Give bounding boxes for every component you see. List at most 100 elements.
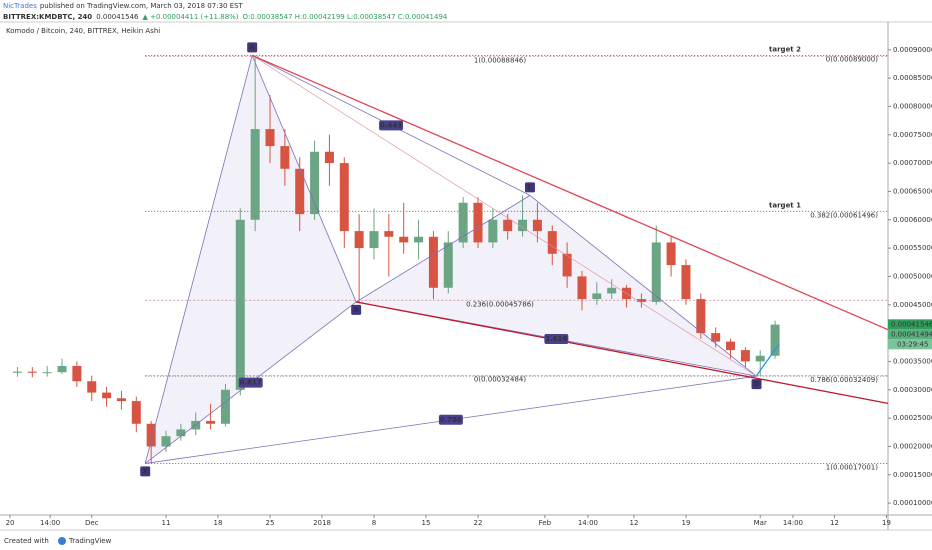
candle-body — [250, 129, 260, 220]
footer-brand: TradingView — [68, 537, 112, 545]
footer-created: Created with — [4, 537, 49, 545]
point-label: C — [527, 183, 532, 191]
candle-body — [57, 365, 67, 373]
fib-label: 1(0.00088846) — [474, 56, 526, 64]
candle-body — [27, 371, 37, 373]
x-tick-label: 19 — [882, 519, 891, 527]
candle-body — [161, 436, 171, 447]
target-label: target 2 — [769, 45, 801, 53]
candle-body — [235, 219, 245, 390]
x-tick-label: 12 — [630, 519, 639, 527]
candle-body — [458, 202, 468, 243]
candle-body — [399, 236, 409, 243]
y-tick-label: 0.00065000 — [893, 187, 932, 195]
candle-body — [503, 219, 513, 232]
y-tick-label: 0.00085000 — [893, 74, 932, 82]
author: NicTrades — [3, 2, 37, 10]
candle-body — [711, 333, 721, 342]
trend-line — [755, 344, 780, 376]
candle-body — [414, 236, 424, 243]
candle-body — [532, 219, 542, 232]
candle-body — [116, 398, 126, 402]
candle-body — [770, 324, 780, 356]
candle-body — [547, 231, 557, 254]
candle-body — [755, 355, 765, 362]
published: published on TradingView.com, March 03, … — [40, 2, 244, 10]
y-tick-label: 0.00015000 — [893, 471, 932, 479]
header-line-1: NicTrades published on TradingView.com, M… — [3, 2, 244, 10]
point-box — [247, 42, 258, 53]
point-box — [524, 182, 535, 193]
candle-body — [206, 420, 216, 424]
candle-body — [310, 151, 320, 215]
y-tick-label: 0.00075000 — [893, 131, 932, 139]
candle-body — [740, 350, 750, 362]
change: ▲ +0.00004411 (+11.88%) — [143, 13, 239, 21]
candle-body — [265, 129, 275, 147]
y-tick-label: 0.00020000 — [893, 442, 932, 450]
close-price: 0.00041494 — [891, 330, 932, 338]
candle-body — [87, 381, 97, 393]
x-tick-label: 19 — [682, 519, 691, 527]
candle-body — [176, 429, 186, 437]
y-tick-label: 0.00050000 — [893, 272, 932, 280]
x-tick-label: 14:00 — [578, 519, 598, 527]
candle-body — [146, 423, 156, 447]
candle-body — [666, 242, 676, 266]
point-box — [751, 379, 762, 390]
pattern-edge — [251, 55, 357, 303]
point-box — [140, 466, 151, 477]
last-price-tag — [888, 319, 932, 330]
last-price: 0.00041546 — [891, 320, 932, 328]
x-tick-label: 8 — [372, 519, 376, 527]
symbol: BITTREX:KMDBTC, 240 — [3, 13, 92, 21]
header-line-2: BITTREX:KMDBTC, 240 0.00041546 ▲ +0.000044… — [3, 13, 448, 21]
y-tick-label: 0.00080000 — [893, 102, 932, 110]
point-label: B — [353, 306, 358, 314]
y-tick-label: 0.00090000 — [893, 46, 932, 54]
y-tick-label: 0.00060000 — [893, 216, 932, 224]
candle-body — [295, 168, 305, 215]
x-tick-label: Mar — [754, 519, 767, 527]
price: 0.00041546 — [96, 13, 139, 21]
candle-body — [696, 299, 706, 334]
candle-body — [726, 341, 736, 351]
y-tick-label: 0.00035000 — [893, 357, 932, 365]
ratio-label: 0.786 — [440, 416, 462, 424]
ohlc: O:0.00038547 H:0.00042199 L:0.00038547 C… — [243, 13, 448, 21]
close-price-tag — [888, 329, 932, 340]
trend-line — [356, 301, 889, 405]
x-tick-label: 12 — [830, 519, 839, 527]
candle-body — [72, 365, 82, 382]
x-tick-label: 22 — [474, 519, 483, 527]
point-label: D — [754, 380, 760, 388]
y-tick-label: 0.00045000 — [893, 301, 932, 309]
x-tick-label: 25 — [266, 519, 275, 527]
candle-body — [12, 371, 22, 373]
candle-body — [102, 392, 112, 399]
fib-label: 0(0.00089000) — [826, 55, 878, 63]
candle-body — [636, 299, 646, 302]
candle-body — [339, 163, 349, 232]
candle-body — [651, 242, 661, 302]
x-tick-label: 2018 — [313, 519, 331, 527]
pattern-edge — [529, 195, 757, 377]
x-tick-label: 15 — [422, 519, 431, 527]
point-label: X — [143, 467, 149, 475]
x-tick-label: 14:00 — [783, 519, 803, 527]
candle-body — [220, 389, 230, 424]
ratio-label: 1.616 — [545, 335, 567, 343]
candle-body — [577, 276, 587, 300]
pattern-edge — [252, 55, 757, 377]
pattern-edge — [355, 195, 531, 303]
y-tick-label: 0.00070000 — [893, 159, 932, 167]
x-tick-label: Feb — [539, 519, 552, 527]
candle-body — [384, 231, 394, 237]
fib-label: 1(0.00017001) — [826, 463, 878, 471]
point-label: A — [249, 43, 255, 51]
fib-label: 0.382(0.00061496) — [810, 211, 878, 219]
x-tick-label: 20 — [6, 519, 15, 527]
fib-label: 0.786(0.00032409) — [810, 376, 878, 384]
